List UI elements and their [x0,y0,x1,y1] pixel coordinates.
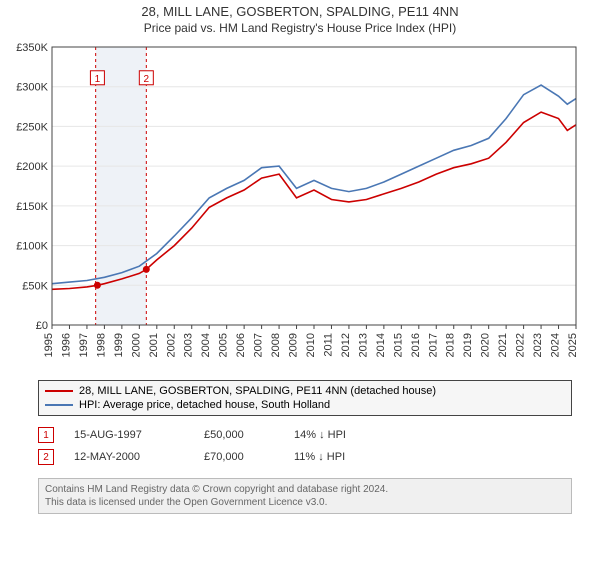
svg-text:2017: 2017 [427,333,439,357]
svg-text:£50K: £50K [22,280,48,292]
svg-text:2015: 2015 [392,333,404,357]
footer-line1: Contains HM Land Registry data © Crown c… [45,483,565,496]
svg-text:2006: 2006 [235,333,247,357]
svg-text:£250K: £250K [16,121,48,133]
svg-text:2003: 2003 [183,333,195,357]
legend-row: 28, MILL LANE, GOSBERTON, SPALDING, PE11… [45,384,565,398]
event-date: 15-AUG-1997 [74,429,184,441]
event-hpi: 11% ↓ HPI [294,451,384,463]
legend-swatch [45,404,73,406]
svg-text:1995: 1995 [43,333,55,357]
svg-text:£0: £0 [36,320,48,332]
svg-text:£150K: £150K [16,201,48,213]
legend-row: HPI: Average price, detached house, Sout… [45,398,565,412]
svg-text:2014: 2014 [375,333,387,357]
svg-text:2022: 2022 [515,333,527,357]
event-row: 1 15-AUG-1997 £50,000 14% ↓ HPI [38,424,572,446]
svg-text:2023: 2023 [532,333,544,357]
event-hpi: 14% ↓ HPI [294,429,384,441]
svg-text:2018: 2018 [445,333,457,357]
svg-text:2001: 2001 [148,333,160,357]
chart-container: £0 £50K £100K £150K £200K £250K £300K £350K 1995… [10,39,590,374]
svg-text:1996: 1996 [60,333,72,357]
svg-text:2020: 2020 [480,333,492,357]
svg-text:2024: 2024 [550,333,562,357]
legend-box: 28, MILL LANE, GOSBERTON, SPALDING, PE11… [38,380,572,416]
svg-text:2: 2 [144,74,150,85]
svg-text:£200K: £200K [16,161,48,173]
svg-text:1: 1 [95,74,101,85]
svg-text:2016: 2016 [410,333,422,357]
page-title: 28, MILL LANE, GOSBERTON, SPALDING, PE11… [0,4,600,19]
svg-text:2004: 2004 [200,333,212,357]
svg-text:2010: 2010 [305,333,317,357]
svg-text:2011: 2011 [322,333,334,357]
svg-text:1998: 1998 [95,333,107,357]
svg-text:1999: 1999 [113,333,125,357]
event-price: £70,000 [204,451,274,463]
event-price: £50,000 [204,429,274,441]
event-date: 12-MAY-2000 [74,451,184,463]
svg-text:2008: 2008 [270,333,282,357]
svg-text:2009: 2009 [288,333,300,357]
legend-label: HPI: Average price, detached house, Sout… [79,399,330,411]
event-badge: 2 [38,449,54,465]
svg-text:£300K: £300K [16,82,48,94]
page-subtitle: Price paid vs. HM Land Registry's House … [0,21,600,35]
line-chart: £0 £50K £100K £150K £200K £250K £300K £350K 1995… [10,39,590,369]
svg-text:2002: 2002 [165,333,177,357]
svg-text:2005: 2005 [218,333,230,357]
svg-text:2019: 2019 [462,333,474,357]
event-table: 1 15-AUG-1997 £50,000 14% ↓ HPI 2 12-MAY-2000… [38,424,572,468]
svg-text:2007: 2007 [253,333,265,357]
svg-text:2021: 2021 [497,333,509,357]
svg-text:2025: 2025 [567,333,579,357]
svg-text:£100K: £100K [16,241,48,253]
event-row: 2 12-MAY-2000 £70,000 11% ↓ HPI [38,446,572,468]
legend-label: 28, MILL LANE, GOSBERTON, SPALDING, PE11… [79,385,436,397]
event-badge: 1 [38,427,54,443]
svg-text:2013: 2013 [357,333,369,357]
footer-attribution: Contains HM Land Registry data © Crown c… [38,478,572,514]
legend-swatch [45,390,73,392]
svg-text:2000: 2000 [130,333,142,357]
svg-text:1997: 1997 [78,333,90,357]
svg-text:£350K: £350K [16,42,48,54]
svg-text:2012: 2012 [340,333,352,357]
footer-line2: This data is licensed under the Open Gov… [45,496,565,509]
